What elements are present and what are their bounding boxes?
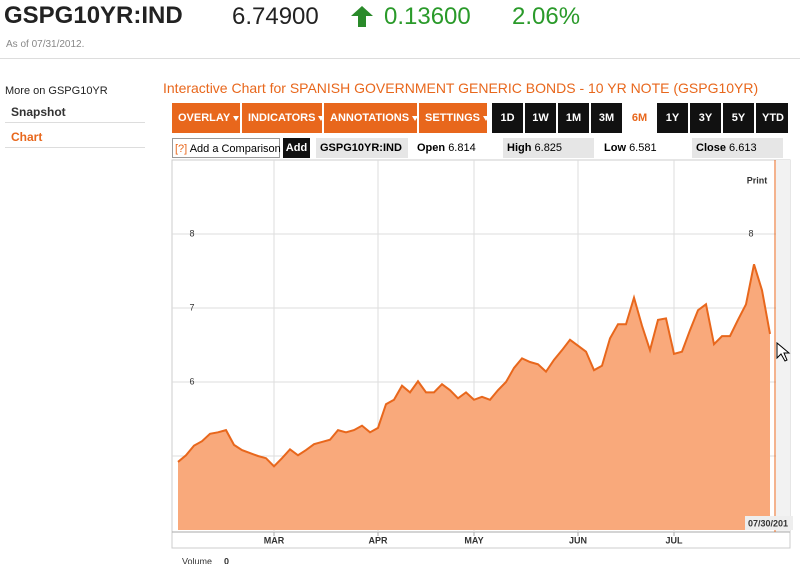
menu-button[interactable]: SETTINGS	[419, 103, 487, 133]
change-pct: 2.06%	[512, 3, 581, 30]
print-link: Print	[747, 175, 768, 185]
stat-label: Open	[417, 142, 446, 154]
x-tick-label: MAY	[464, 535, 483, 545]
range-button[interactable]: 1W	[525, 103, 556, 133]
end-date: 07/30/201	[748, 518, 788, 528]
range-button[interactable]: 3Y	[690, 103, 721, 133]
menu-button[interactable]: OVERLAY	[172, 103, 240, 133]
range-button[interactable]: 1M	[558, 103, 589, 133]
comparison-label: Add a Comparison	[189, 143, 281, 155]
stat-label: High	[507, 142, 532, 154]
price: 6.74900	[232, 3, 319, 30]
stat-value: 6.581	[629, 142, 657, 154]
stat: Low 6.581	[600, 138, 691, 158]
line	[177, 264, 771, 468]
x-tick-label: JUN	[569, 535, 587, 545]
stat-value: 6.814	[448, 142, 476, 154]
quote-row: [?] Add a Comparison Add GSPG10YR:IND Op…	[172, 138, 784, 158]
stat: High 6.825	[503, 138, 594, 158]
divider	[0, 58, 800, 59]
y-tick-label: 7	[189, 302, 194, 312]
stat-value: 6.825	[534, 142, 563, 154]
help[interactable]: [?]	[175, 143, 188, 155]
stat-label: Close	[696, 142, 726, 154]
menu-button[interactable]: ANNOTATIONS	[324, 103, 417, 133]
symbol-box: GSPG10YR:IND	[316, 138, 408, 158]
chart-title: Interactive Chart for SPANISH GOVERNMENT…	[163, 80, 759, 96]
range-button[interactable]: 6M	[624, 103, 655, 133]
symbol: GSPG10YR:IND	[4, 2, 183, 29]
y-tick-label: 8	[189, 228, 194, 238]
x-tick-label: MAR	[264, 535, 285, 545]
y-tick-label: 8	[748, 228, 753, 238]
volume-label: Volume	[182, 556, 212, 564]
as-of: As of 07/31/2012.	[6, 39, 85, 50]
sidebar-item[interactable]: Chart	[5, 126, 145, 148]
range-button[interactable]: 1Y	[657, 103, 688, 133]
add-button[interactable]: Add	[283, 138, 310, 158]
date-box	[745, 516, 793, 530]
stat: Open 6.814	[413, 138, 504, 158]
stat: Close 6.613	[692, 138, 783, 158]
cursor	[776, 341, 791, 362]
y-tick-label: 6	[189, 376, 194, 386]
area	[178, 264, 770, 530]
range-button[interactable]: 5Y	[723, 103, 754, 133]
right-gutter	[776, 160, 790, 532]
menu-button[interactable]: INDICATORS	[242, 103, 322, 133]
x-tick-label: APR	[368, 535, 388, 545]
range-button[interactable]: YTD	[756, 103, 788, 133]
sidebar-item[interactable]: Snapshot	[5, 101, 145, 123]
toolbar: OVERLAY INDICATORS ANNOTATIONS SETTINGS 1D 1W…	[172, 103, 788, 133]
x-tick-label: JUL	[665, 535, 683, 545]
sidebar-heading: More on GSPG10YR	[5, 85, 108, 97]
change: 0.13600	[384, 3, 471, 30]
stat-value: 6.613	[729, 142, 757, 154]
range-button[interactable]: 1D	[492, 103, 523, 133]
volume-value: 0	[224, 556, 229, 564]
stat-label: Low	[604, 142, 626, 154]
range-button[interactable]: 3M	[591, 103, 622, 133]
comparison-input[interactable]: [?] Add a Comparison	[172, 138, 281, 158]
